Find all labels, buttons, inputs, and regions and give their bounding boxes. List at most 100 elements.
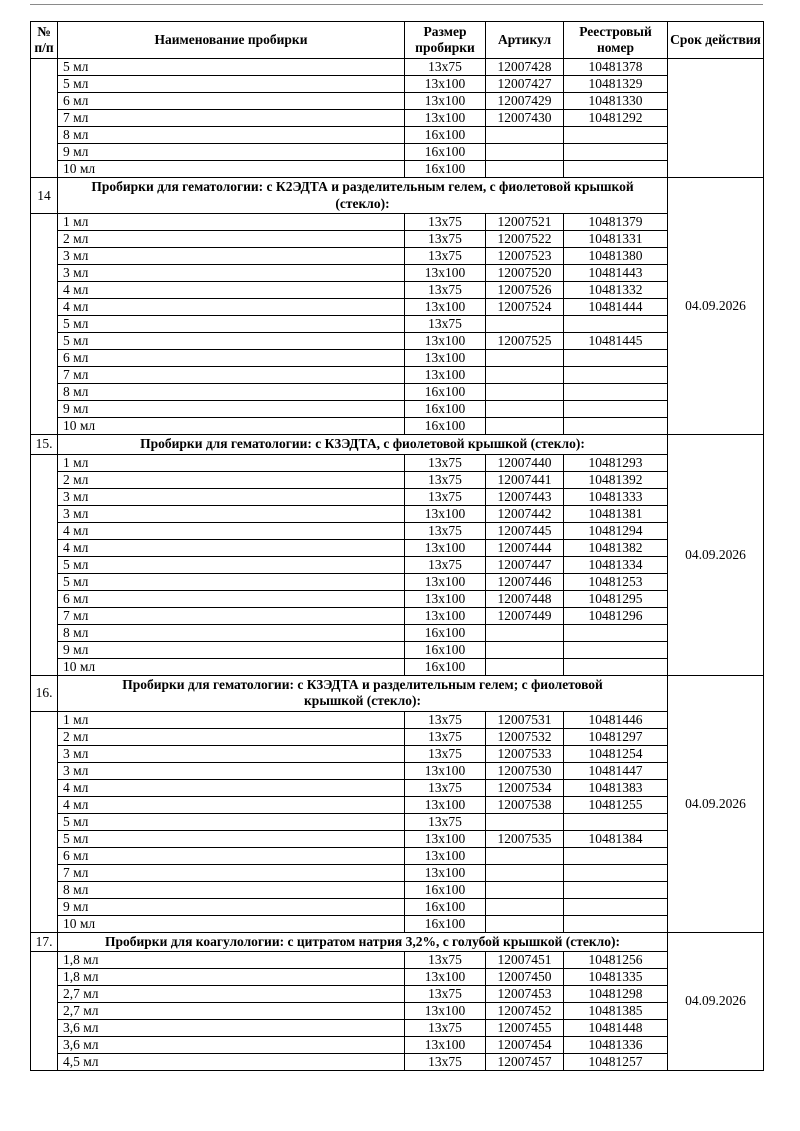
section-header-row: 17. Пробирки для коагулологии: с цитратом… xyxy=(30,931,764,1071)
section-title-cell: Пробирки для гематологии: с К2ЭДТА и раз… xyxy=(57,177,668,214)
article-cell: 12007453 xyxy=(485,985,564,1003)
article-cell xyxy=(485,863,564,882)
reg-number-cell xyxy=(563,383,668,401)
size-cell: 16x100 xyxy=(404,657,486,676)
reg-number-cell: 10481380 xyxy=(563,247,668,265)
size-cell: 13x100 xyxy=(404,92,486,110)
article-cell xyxy=(485,846,564,865)
name-cell: 2,7 мл xyxy=(57,985,405,1003)
article-cell xyxy=(485,126,564,144)
reg-number-cell xyxy=(563,623,668,642)
article-cell: 12007447 xyxy=(485,555,564,574)
reg-number-cell xyxy=(563,126,668,144)
table-row: 4 мл 13x75 12007445 10481294 xyxy=(31,521,764,540)
size-cell: 16x100 xyxy=(404,914,486,933)
reg-number-cell: 10481333 xyxy=(563,487,668,506)
reg-number-cell: 10481443 xyxy=(563,264,668,282)
reg-number-cell: 10481253 xyxy=(563,572,668,591)
reg-number-cell xyxy=(563,315,668,333)
article-cell: 12007448 xyxy=(485,589,564,608)
name-cell: 2 мл xyxy=(57,727,405,746)
reg-number-cell xyxy=(563,417,668,435)
reg-number-cell: 10481385 xyxy=(563,1002,668,1020)
article-cell: 12007523 xyxy=(485,247,564,265)
size-cell: 13x75 xyxy=(404,487,486,506)
size-cell: 13x100 xyxy=(404,846,486,865)
reg-number-cell xyxy=(563,863,668,882)
size-cell: 13x100 xyxy=(404,109,486,127)
reg-number-cell: 10481292 xyxy=(563,109,668,127)
size-cell: 13x75 xyxy=(404,230,486,248)
table-row: 5 мл 13x75 xyxy=(31,315,764,333)
name-cell: 10 мл xyxy=(57,160,405,178)
row-number-cell: 16. xyxy=(30,674,58,712)
section-title-line: (стекло): xyxy=(335,195,390,211)
validity-cell xyxy=(667,58,764,178)
reg-number-cell xyxy=(563,349,668,367)
article-cell xyxy=(485,640,564,659)
table-row: 3 мл 13x75 12007533 10481254 xyxy=(31,744,764,763)
size-cell: 13x100 xyxy=(404,349,486,367)
name-cell: 5 мл xyxy=(57,315,405,333)
size-cell: 13x75 xyxy=(404,778,486,797)
article-cell xyxy=(485,143,564,161)
name-cell: 3 мл xyxy=(57,504,405,523)
size-cell: 13x75 xyxy=(404,213,486,231)
table-row: 5 мл 13x100 12007525 10481445 xyxy=(31,332,764,350)
size-cell: 13x100 xyxy=(404,298,486,316)
size-cell: 13x100 xyxy=(404,761,486,780)
article-cell: 12007520 xyxy=(485,264,564,282)
size-cell: 16x100 xyxy=(404,623,486,642)
article-cell: 12007455 xyxy=(485,1019,564,1037)
reg-number-cell: 10481392 xyxy=(563,470,668,489)
table-header: № п/п Наименование пробирки Размер пробирк… xyxy=(30,21,764,59)
size-cell: 16x100 xyxy=(404,400,486,418)
validity-cell: 04.09.2026 xyxy=(667,177,764,435)
article-cell: 12007522 xyxy=(485,230,564,248)
table-row: 5 мл 13x100 12007535 10481384 xyxy=(31,829,764,848)
table-row: 2,7 мл 13x75 12007453 10481298 xyxy=(31,985,764,1003)
reg-number-cell: 10481445 xyxy=(563,332,668,350)
size-cell: 13x75 xyxy=(404,453,486,472)
name-cell: 7 мл xyxy=(57,863,405,882)
reg-number-cell xyxy=(563,640,668,659)
name-cell: 2 мл xyxy=(57,230,405,248)
table-row: 2 мл 13x75 12007522 10481331 xyxy=(31,230,764,248)
name-cell: 5 мл xyxy=(57,829,405,848)
size-cell: 13x75 xyxy=(404,710,486,729)
table-row: 5 мл 13x75 12007447 10481334 xyxy=(31,555,764,574)
table-row: 7 мл 13x100 xyxy=(31,863,764,882)
name-cell: 4 мл xyxy=(57,521,405,540)
table-row: 3,6 мл 13x75 12007455 10481448 xyxy=(31,1019,764,1037)
article-cell: 12007444 xyxy=(485,538,564,557)
article-cell xyxy=(485,897,564,916)
name-cell: 3 мл xyxy=(57,264,405,282)
article-cell: 12007449 xyxy=(485,606,564,625)
size-cell: 13x75 xyxy=(404,521,486,540)
article-cell: 12007445 xyxy=(485,521,564,540)
table-body: 5 мл 13x75 12007428 10481378 5 мл 13x100 12007… xyxy=(30,58,764,1071)
column-header: Наименование пробирки xyxy=(57,21,405,59)
article-cell: 12007532 xyxy=(485,727,564,746)
article-cell: 12007443 xyxy=(485,487,564,506)
reg-number-cell: 10481378 xyxy=(563,58,668,76)
size-cell: 13x100 xyxy=(404,366,486,384)
article-cell: 12007530 xyxy=(485,761,564,780)
reg-number-cell xyxy=(563,880,668,899)
size-cell: 16x100 xyxy=(404,897,486,916)
size-cell: 13x100 xyxy=(404,589,486,608)
table-row: 7 мл 13x100 xyxy=(31,366,764,384)
row-number-cell xyxy=(30,453,58,676)
size-cell: 13x75 xyxy=(404,555,486,574)
table-row: 3,6 мл 13x100 12007454 10481336 xyxy=(31,1036,764,1054)
reg-number-cell xyxy=(563,812,668,831)
name-cell: 8 мл xyxy=(57,880,405,899)
name-cell: 1,8 мл xyxy=(57,951,405,969)
table-row: 6 мл 13x100 xyxy=(31,349,764,367)
name-cell: 8 мл xyxy=(57,383,405,401)
name-cell: 1 мл xyxy=(57,710,405,729)
reg-number-cell: 10481332 xyxy=(563,281,668,299)
table-row: 5 мл 13x100 12007427 10481329 xyxy=(31,75,764,93)
name-cell: 8 мл xyxy=(57,623,405,642)
table-row: 4 мл 13x75 12007526 10481332 xyxy=(31,281,764,299)
